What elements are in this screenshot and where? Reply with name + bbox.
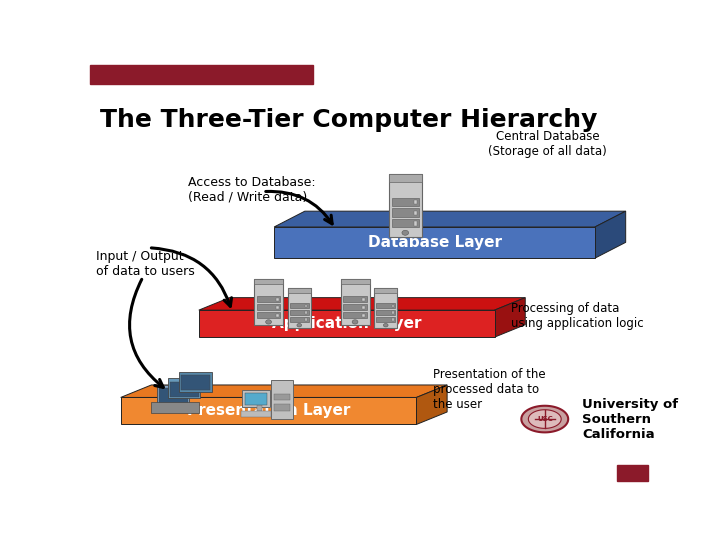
Text: Input / Output
of data to users: Input / Output of data to users xyxy=(96,251,194,279)
Text: Application Layer: Application Layer xyxy=(272,316,421,331)
Bar xyxy=(392,208,418,217)
Bar xyxy=(290,303,309,308)
Bar xyxy=(392,198,418,206)
Polygon shape xyxy=(416,385,447,424)
Bar xyxy=(168,379,200,399)
Bar xyxy=(414,211,417,215)
Text: Presentation Layer: Presentation Layer xyxy=(187,403,350,418)
Bar xyxy=(245,393,267,404)
Bar xyxy=(392,305,394,307)
Bar xyxy=(157,384,189,404)
Bar xyxy=(392,318,394,321)
Circle shape xyxy=(383,323,388,327)
Bar xyxy=(343,296,366,302)
Bar xyxy=(305,305,307,307)
Bar xyxy=(374,288,397,293)
Bar xyxy=(374,288,397,328)
Bar xyxy=(274,404,289,411)
Polygon shape xyxy=(121,397,416,424)
Bar xyxy=(362,314,365,316)
Bar xyxy=(170,382,199,397)
Bar xyxy=(287,288,311,293)
Polygon shape xyxy=(274,227,595,258)
Bar xyxy=(179,372,212,392)
Circle shape xyxy=(402,230,409,235)
Bar xyxy=(287,288,311,328)
Bar xyxy=(274,394,289,400)
Text: Central Database
(Storage of all data): Central Database (Storage of all data) xyxy=(488,130,607,158)
Bar xyxy=(290,316,309,322)
Bar xyxy=(181,375,210,390)
Bar xyxy=(276,306,279,309)
Bar xyxy=(271,380,292,419)
Bar xyxy=(257,304,280,310)
Text: USC: USC xyxy=(537,416,553,422)
Bar xyxy=(343,304,366,310)
Polygon shape xyxy=(199,298,526,310)
Text: The Three-Tier Computer Hierarchy: The Three-Tier Computer Hierarchy xyxy=(100,107,598,132)
Bar xyxy=(392,312,394,314)
Bar xyxy=(377,310,395,315)
Bar xyxy=(158,388,188,403)
Bar xyxy=(362,306,365,309)
Bar xyxy=(258,404,262,411)
Bar xyxy=(414,200,417,204)
Bar xyxy=(257,312,280,318)
Bar xyxy=(341,279,369,325)
Bar xyxy=(389,174,422,237)
Bar xyxy=(617,465,648,481)
Bar xyxy=(362,298,365,301)
Text: University of
Southern
California: University of Southern California xyxy=(582,397,678,441)
Polygon shape xyxy=(274,211,626,227)
Bar xyxy=(90,65,313,84)
Circle shape xyxy=(352,320,358,324)
Bar xyxy=(305,318,307,321)
Bar xyxy=(290,310,309,315)
Bar xyxy=(343,312,366,318)
Bar xyxy=(305,312,307,314)
Bar xyxy=(392,219,418,227)
Bar xyxy=(151,402,199,413)
Bar xyxy=(254,279,283,325)
Bar xyxy=(276,314,279,316)
Polygon shape xyxy=(495,298,526,337)
Bar xyxy=(257,296,280,302)
Text: Processing of data
using application logic: Processing of data using application log… xyxy=(511,302,644,330)
Circle shape xyxy=(297,323,302,327)
Polygon shape xyxy=(528,410,561,428)
Bar xyxy=(389,174,422,181)
Bar xyxy=(254,279,283,285)
Polygon shape xyxy=(121,385,447,397)
Bar xyxy=(377,303,395,308)
Bar xyxy=(377,316,395,322)
Bar xyxy=(414,221,417,226)
Text: Access to Database:
(Read / Write data): Access to Database: (Read / Write data) xyxy=(188,176,315,204)
Text: Presentation of the
processed data to
the user: Presentation of the processed data to th… xyxy=(433,368,546,411)
Bar xyxy=(276,298,279,301)
Polygon shape xyxy=(521,406,568,433)
Bar xyxy=(242,390,270,407)
Text: Database Layer: Database Layer xyxy=(368,235,502,250)
Bar xyxy=(240,411,271,417)
Bar xyxy=(341,279,369,285)
Polygon shape xyxy=(199,310,495,337)
Circle shape xyxy=(266,320,271,324)
Polygon shape xyxy=(595,211,626,258)
